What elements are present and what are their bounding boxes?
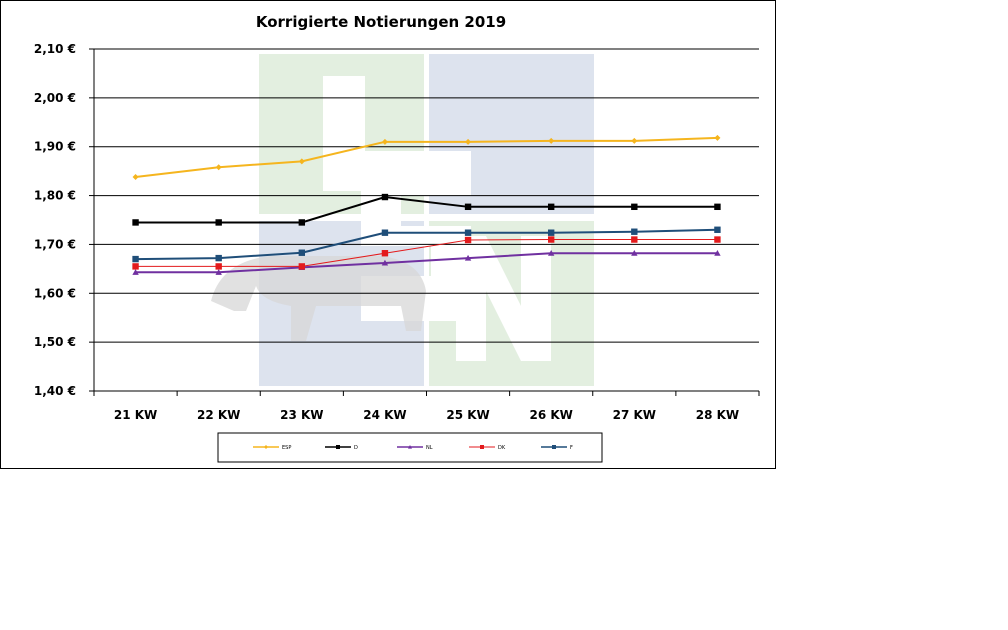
- data-point-dk: [547, 236, 555, 243]
- chart-title: Korrigierte Notierungen 2019: [256, 13, 506, 31]
- series-dk: [132, 236, 721, 270]
- legend-label-nl: NL: [426, 445, 433, 451]
- legend-label-esp: ESP: [282, 445, 291, 451]
- data-point-f: [464, 229, 472, 236]
- series-esp: [132, 134, 721, 181]
- y-tick-label: 1,90 €: [34, 140, 76, 154]
- data-point-dk: [215, 263, 222, 270]
- y-tick-label: 1,50 €: [34, 335, 76, 349]
- x-tick-label: 26 KW: [529, 408, 572, 422]
- x-tick-label: 25 KW: [446, 408, 489, 422]
- data-point-dk: [298, 263, 306, 270]
- series-line-dk: [135, 239, 718, 267]
- data-point-nl: [215, 269, 222, 275]
- data-point-esp: [714, 134, 721, 141]
- series-line-f: [135, 228, 718, 261]
- x-tick-label: 23 KW: [280, 408, 323, 422]
- legend-label-f: F: [570, 445, 573, 451]
- series-nl: [132, 250, 721, 275]
- y-tick-label: 1,70 €: [34, 237, 76, 251]
- x-tick-label: 27 KW: [613, 408, 656, 422]
- data-point-d: [132, 219, 139, 226]
- data-point-nl: [547, 250, 555, 256]
- legend: ESP D NL DK F: [217, 432, 603, 463]
- legend-item-f: F: [541, 445, 573, 451]
- watermark-pig-silhouette: [211, 256, 426, 341]
- data-point-esp: [215, 164, 222, 171]
- legend-marker-d: [336, 445, 340, 449]
- data-point-dk: [631, 236, 638, 243]
- data-point-esp: [465, 138, 472, 145]
- data-point-dk: [132, 263, 139, 270]
- data-point-dk: [714, 236, 721, 243]
- series-line-d: [135, 196, 718, 224]
- legend-item-dk: DK: [469, 445, 506, 451]
- x-tick-label: 22 KW: [197, 408, 240, 422]
- isn-watermark-logo: [211, 54, 594, 386]
- series-f: [132, 226, 721, 263]
- legend-marker-dk: [480, 445, 484, 449]
- data-point-esp: [548, 137, 555, 144]
- data-point-f: [298, 249, 306, 256]
- data-point-nl: [714, 250, 721, 256]
- axes: 2,10 € 2,00 € 1,90 € 1,80 € 1,70 € 1,60 € 1,50…: [34, 42, 760, 422]
- data-point-d: [714, 203, 721, 211]
- data-point-nl: [631, 250, 638, 256]
- data-point-f: [714, 226, 721, 233]
- series-layer: [132, 134, 721, 275]
- data-point-f: [381, 229, 389, 236]
- series-line-esp: [135, 136, 718, 178]
- data-point-f: [215, 254, 222, 262]
- data-point-d: [464, 203, 472, 211]
- data-point-esp: [631, 137, 638, 144]
- data-point-nl: [464, 254, 472, 261]
- legend-marker-nl: [408, 445, 412, 449]
- data-point-d: [547, 203, 555, 211]
- x-tick-label: 21 KW: [114, 408, 157, 422]
- data-point-dk: [464, 236, 472, 244]
- y-tick-label: 2,00 €: [34, 91, 76, 105]
- data-point-esp: [132, 174, 139, 181]
- y-tick-label: 1,60 €: [34, 286, 76, 300]
- chart-frame: 2,10 € 2,00 € 1,90 € 1,80 € 1,70 € 1,60 € 1,50…: [0, 0, 776, 469]
- grid-lines: [94, 48, 759, 392]
- legend-item-d: D: [325, 445, 358, 451]
- series-d: [132, 193, 721, 226]
- data-point-esp: [298, 158, 305, 165]
- watermark-letter-n: [456, 236, 551, 361]
- data-point-nl: [381, 259, 389, 266]
- data-point-f: [132, 255, 139, 263]
- data-point-f: [547, 229, 555, 236]
- legend-item-nl: NL: [397, 445, 433, 451]
- line-chart: 2,10 € 2,00 € 1,90 € 1,80 € 1,70 € 1,60 € 1,50…: [34, 13, 760, 463]
- y-tick-label: 2,10 €: [34, 42, 76, 56]
- data-point-d: [631, 203, 638, 211]
- data-point-esp: [381, 138, 388, 145]
- data-point-f: [631, 228, 638, 235]
- series-line-nl: [135, 252, 718, 274]
- x-tick-label: 28 KW: [696, 408, 739, 422]
- x-tick-label: 24 KW: [363, 408, 406, 422]
- y-tick-label: 1,80 €: [34, 189, 76, 203]
- data-point-dk: [381, 250, 389, 257]
- legend-marker-f: [552, 445, 556, 449]
- data-point-d: [215, 219, 222, 226]
- legend-item-esp: ESP: [253, 445, 291, 451]
- data-point-d: [381, 193, 389, 201]
- legend-label-dk: DK: [498, 445, 506, 451]
- legend-marker-esp: [264, 445, 268, 449]
- data-point-nl: [132, 269, 139, 275]
- data-point-d: [298, 219, 306, 226]
- legend-label-d: D: [354, 445, 358, 451]
- y-tick-label: 1,40 €: [34, 384, 76, 398]
- watermark-letter-i: [323, 76, 365, 191]
